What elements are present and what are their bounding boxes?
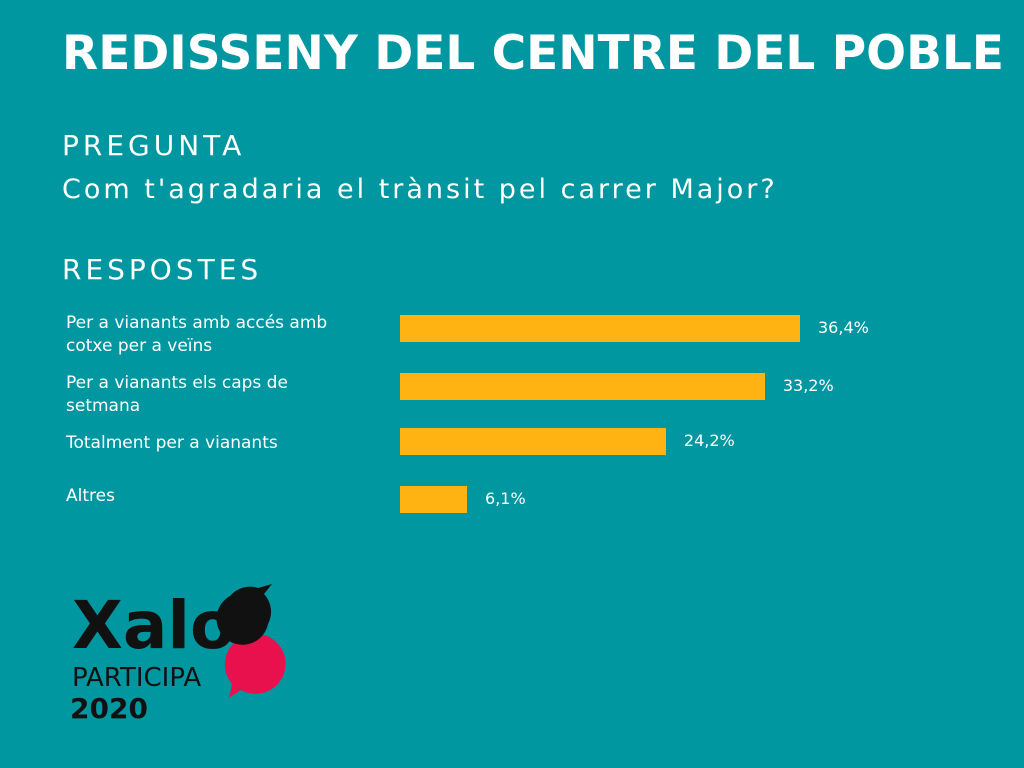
answer-bar bbox=[400, 315, 800, 342]
answer-label: Totalment per a vianants bbox=[66, 433, 278, 453]
logo-subtitle: PARTICIPA bbox=[72, 663, 201, 693]
answer-value-label: 36,4% bbox=[818, 318, 869, 337]
answer-bar bbox=[400, 373, 765, 400]
answers-section-label: RESPOSTES bbox=[62, 253, 263, 286]
question-text: Com t'agradaria el trànsit pel carrer Ma… bbox=[62, 174, 778, 205]
logo-year: 2020 bbox=[70, 692, 148, 725]
answer-bar bbox=[400, 428, 666, 455]
logo-wordmark: Xalo bbox=[72, 587, 235, 664]
xalo-participa-logo: Xalo PARTICIPA 2020 bbox=[70, 584, 286, 725]
answer-label: Altres bbox=[66, 486, 115, 506]
answer-label: Per a vianants amb accés amb cotxe per a… bbox=[66, 313, 328, 356]
answer-value-label: 33,2% bbox=[782, 376, 834, 395]
answer-value-label: 6,1% bbox=[485, 489, 526, 508]
page-title: REDISSENY DEL CENTRE DEL POBLE bbox=[62, 26, 1005, 81]
question-section-label: PREGUNTA bbox=[62, 129, 246, 162]
answer-value-label: 24,2% bbox=[683, 431, 735, 450]
answer-label: Per a vianants els caps de setmana bbox=[66, 373, 288, 416]
answer-bar bbox=[400, 486, 468, 513]
black-bubble-icon bbox=[216, 584, 272, 645]
pink-bubble-icon bbox=[224, 633, 286, 698]
